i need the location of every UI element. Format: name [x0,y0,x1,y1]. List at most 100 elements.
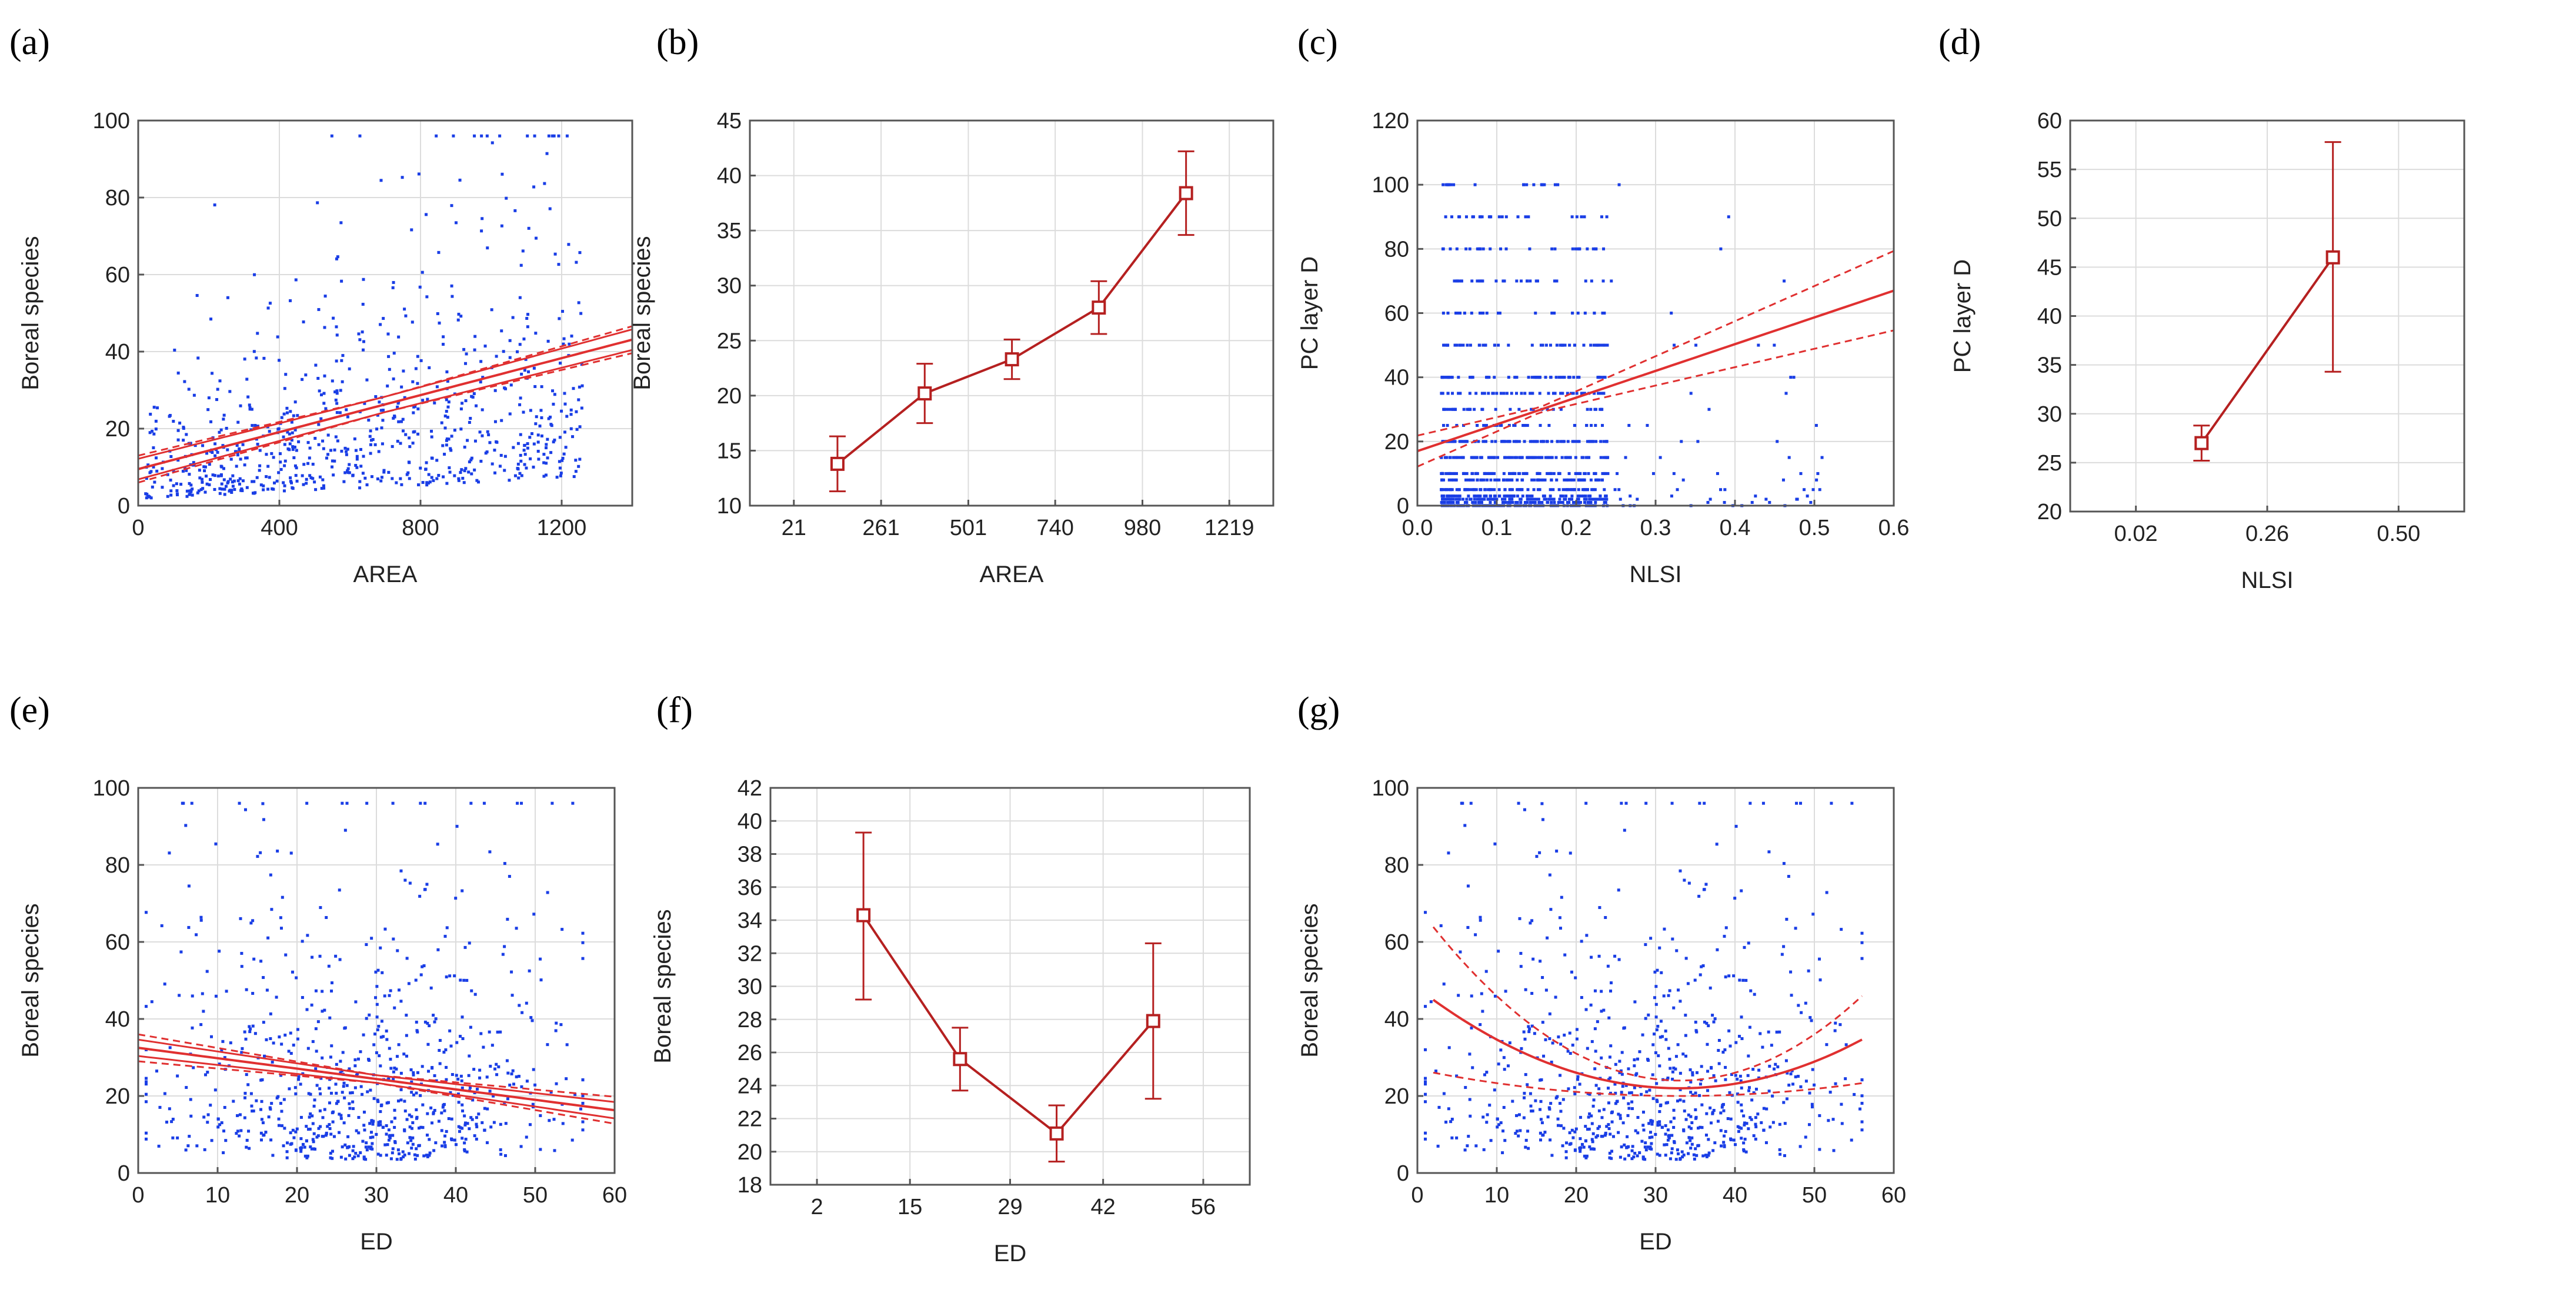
scatter-point [457,477,461,480]
scatter-point [1743,945,1746,949]
scatter-point [1602,456,1606,459]
scatter-point [443,1144,447,1147]
scatter-point [1439,924,1443,927]
scatter-point [425,213,428,216]
scatter-point [1537,376,1541,379]
scatter-point [335,1091,338,1095]
scatter-point [1733,897,1737,900]
scatter-point [397,1043,401,1047]
scatter-point [1478,215,1481,219]
scatter-point [1608,1156,1611,1159]
scatter-point [396,439,399,443]
scatter-point [1555,849,1559,853]
scatter-point [176,1136,179,1139]
scatter-point [295,466,298,470]
scatter-point [336,255,339,259]
scatter-point [1689,1127,1693,1130]
scatter-point [296,1037,299,1041]
scatter-point [299,1137,303,1141]
scatter-point [1504,247,1508,250]
scatter-point [1538,456,1541,459]
scatter-point [321,1010,324,1013]
scatter-point [445,1065,448,1069]
scatter-point [1860,1120,1864,1124]
scatter-point [1653,970,1657,974]
scatter-point [178,422,182,425]
scatter-point [185,469,188,472]
scatter-point [1656,1121,1660,1124]
scatter-point [1669,1120,1673,1124]
scatter-point [374,996,378,1000]
scatter-point [1517,407,1521,411]
scatter-point [425,1154,429,1157]
scatter-point [354,449,358,452]
scatter-point [1716,1119,1720,1123]
scatter-point [268,430,271,433]
scatter-point [1528,497,1531,501]
scatter-point [1683,1109,1686,1113]
scatter-point [155,469,159,473]
scatter-point [1539,1138,1542,1142]
scatter-point [1499,392,1503,395]
scatter-point [391,477,394,480]
scatter-point [1446,501,1450,504]
scatter-point [1818,1114,1821,1117]
scatter-point [529,1016,533,1020]
scatter-point [262,976,265,980]
scatter-point [472,392,476,396]
scatter-point [416,1030,419,1034]
scatter-point [427,1070,431,1073]
scatter-point [1810,1105,1814,1109]
scatter-point [294,1092,298,1095]
scatter-point [488,1030,491,1034]
scatter-point [190,801,193,805]
scatter-point [248,406,252,410]
scatter-point [1494,407,1497,411]
scatter-point [411,380,415,383]
scatter-point [506,1097,509,1101]
scatter-point [1474,1144,1478,1148]
scatter-point [1600,1056,1603,1060]
scatter-point [1760,1121,1763,1124]
scatter-point [377,1024,381,1028]
scatter-point [218,456,221,460]
scatter-point [313,480,316,484]
scatter-point [1555,478,1559,482]
scatter-point [1804,1001,1807,1005]
scatter-point [1674,1158,1678,1161]
scatter-point [1564,494,1568,498]
scatter-point [145,1082,148,1086]
scatter-point [314,488,318,492]
scatter-point [539,978,543,982]
scatter-point [330,990,333,993]
scatter-point [392,280,395,284]
scatter-point [416,355,419,358]
scatter-point [286,1141,289,1145]
scatter-point [1609,1132,1612,1136]
scatter-point [1651,1097,1655,1100]
y-tick-label: 10 [717,494,742,519]
scatter-point [412,1093,415,1097]
scatter-point [1617,888,1620,892]
scatter-point [327,964,331,968]
scatter-point [1707,407,1711,411]
scatter-point [558,436,562,439]
scatter-point [529,409,532,412]
scatter-point [456,1077,460,1081]
scatter-point [1617,488,1621,492]
scatter-point [1527,376,1530,379]
scatter-point [565,1043,569,1047]
scatter-point [1699,1125,1702,1129]
scatter-point [1534,497,1538,501]
scatter-point [331,1149,335,1153]
scatter-point [208,463,211,466]
scatter-point [1782,862,1786,865]
scatter-point [1469,343,1472,347]
scatter-point [256,443,259,446]
scatter-point [1461,497,1465,501]
scatter-point [463,445,466,449]
scatter-point [1520,1047,1523,1050]
scatter-point [1707,1024,1710,1028]
scatter-point [1608,1055,1611,1059]
scatter-point [523,443,526,447]
